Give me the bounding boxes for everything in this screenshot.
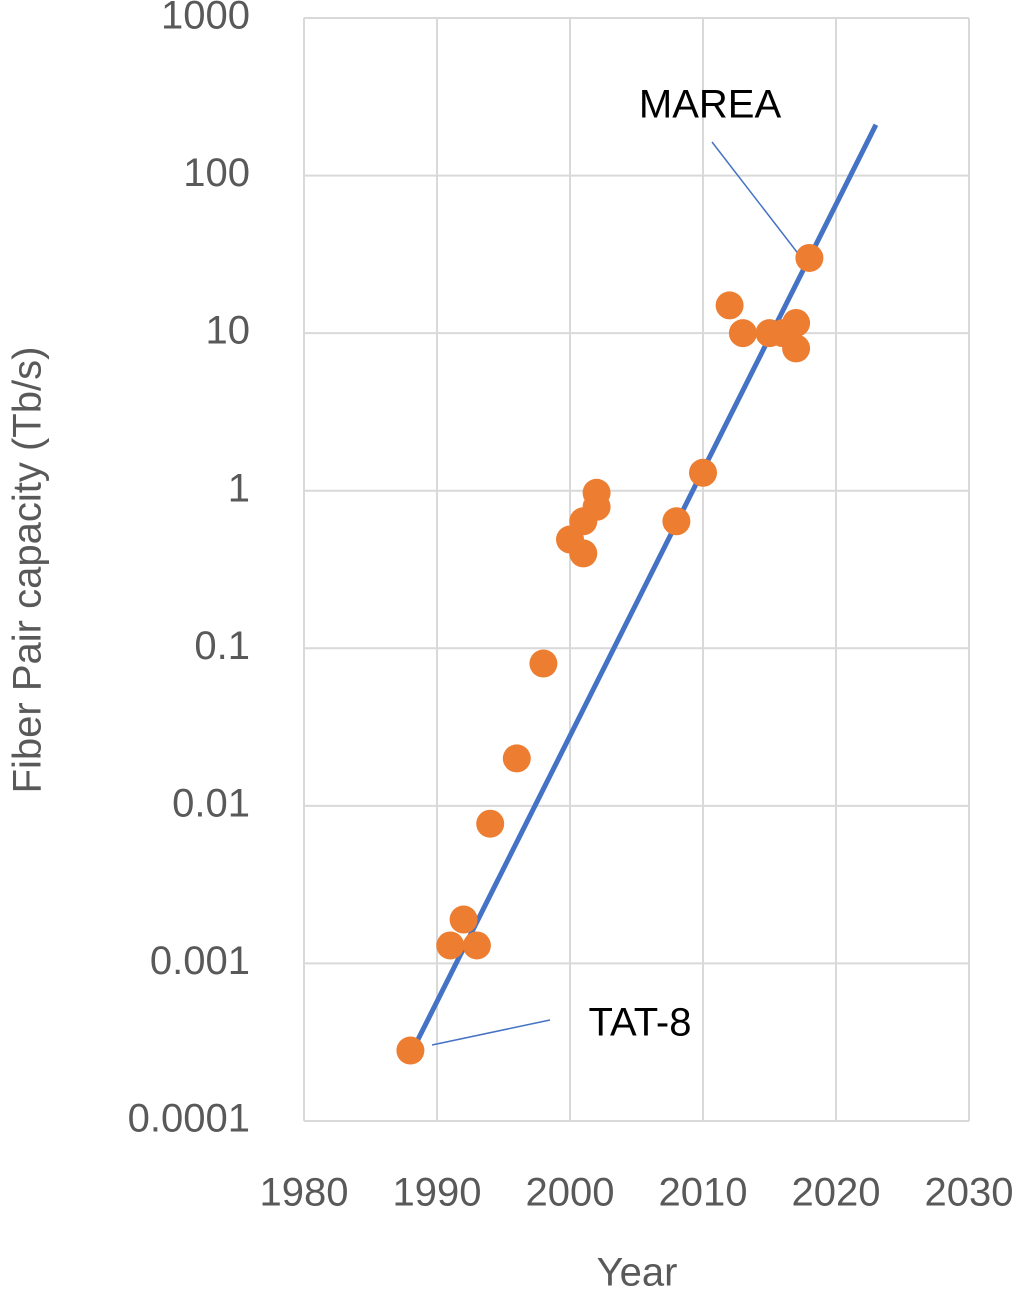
- point: [529, 649, 558, 678]
- annotation: TAT-8: [589, 1001, 692, 1045]
- annotation: MAREA: [639, 83, 782, 127]
- point: [728, 319, 757, 348]
- point: [436, 931, 465, 960]
- y-tick-label: 10: [206, 309, 251, 353]
- point: [689, 458, 717, 487]
- x-axis-title: Year: [597, 1251, 678, 1293]
- point: [782, 334, 811, 363]
- x-tick-label: 2010: [659, 1171, 748, 1215]
- point: [715, 291, 744, 320]
- y-tick-label: 0.0001: [128, 1097, 250, 1141]
- point: [396, 1036, 425, 1065]
- y-tick-label: 1000: [161, 0, 250, 38]
- point: [782, 308, 811, 337]
- y-tick-label: 0.001: [150, 939, 250, 983]
- point: [795, 243, 824, 272]
- y-tick-label: 1: [228, 466, 250, 510]
- y-tick-label: 0.01: [172, 781, 250, 825]
- x-tick-label: 1990: [393, 1171, 482, 1215]
- x-tick-label: 1980: [260, 1171, 349, 1215]
- point: [662, 507, 691, 536]
- y-axis-title: Fiber Pair capacity (Tb/s): [6, 347, 50, 794]
- y-tick-label: 0.1: [194, 624, 250, 668]
- x-tick-label: 2020: [792, 1171, 881, 1215]
- point: [569, 539, 598, 568]
- point: [449, 905, 478, 934]
- trend-line: [414, 123, 879, 1043]
- point: [462, 931, 491, 960]
- x-tick-label: 2030: [925, 1171, 1014, 1215]
- annotation-leader: [431, 1019, 551, 1046]
- annotation-leader: [711, 141, 801, 257]
- point: [502, 744, 531, 773]
- point: [582, 478, 611, 507]
- grid: [303, 17, 970, 1122]
- x-tick-label: 2000: [526, 1171, 615, 1215]
- point: [476, 809, 505, 838]
- y-tick-label: 100: [183, 151, 250, 195]
